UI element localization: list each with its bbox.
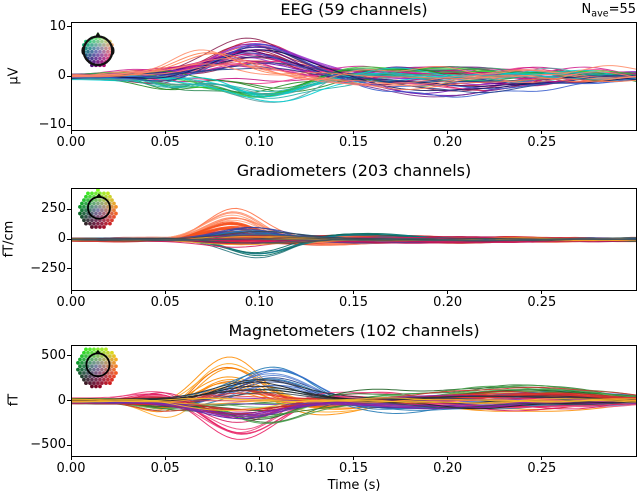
y-tick-label: −10	[38, 117, 66, 133]
x-tick-label: 0.05	[150, 461, 180, 476]
trace-group	[72, 231, 636, 244]
sensor-colormap-head-icon	[76, 347, 118, 389]
x-tick-mark	[353, 456, 354, 460]
y-tick-mark	[67, 124, 71, 126]
x-tick-mark	[70, 130, 72, 134]
x-tick-mark	[447, 456, 449, 460]
x-tick-mark	[541, 290, 543, 294]
panel-eeg-plot	[71, 22, 637, 131]
x-tick-mark	[353, 130, 354, 134]
y-tick-label: 10	[49, 18, 66, 34]
mag-ylabel: fT	[6, 393, 22, 407]
grad-ylabel: fT/cm	[1, 220, 17, 258]
x-tick-label: 0.25	[527, 135, 557, 150]
evoked-trace	[72, 52, 636, 83]
y-tick-mark	[67, 400, 71, 401]
evoked-trace	[72, 53, 636, 91]
eeg-canvas	[72, 31, 636, 103]
panel-eeg-title: EEG (59 channels)	[280, 0, 428, 19]
evoked-trace	[72, 400, 636, 417]
panel-grad-title: Gradiometers (203 channels)	[236, 161, 472, 180]
x-tick-mark	[447, 130, 449, 134]
x-tick-label: 0.15	[339, 461, 368, 476]
x-tick-mark	[258, 290, 260, 294]
y-tick-mark	[67, 238, 71, 240]
y-tick-label: 0	[57, 68, 66, 83]
sensor-colormap-head-icon	[81, 31, 115, 68]
x-tick-label: 0.10	[244, 295, 274, 310]
x-tick-label: 0.20	[433, 461, 463, 476]
x-tick-label: 0.10	[244, 135, 274, 150]
trace-group	[72, 397, 636, 412]
x-tick-label: 0.25	[527, 295, 557, 310]
y-tick-mark	[67, 444, 71, 446]
sensor-colormap-head-icon	[78, 189, 118, 229]
evoked-trace	[72, 379, 636, 402]
evoked-trace	[72, 63, 636, 87]
eeg-ylabel: μV	[6, 67, 22, 85]
nave-text: Nave=55	[581, 2, 636, 20]
x-tick-label: 0.25	[527, 461, 557, 476]
x-tick-label: 0.00	[56, 461, 86, 476]
x-tick-mark	[258, 130, 260, 134]
y-tick-mark	[67, 75, 71, 77]
y-tick-mark	[67, 26, 71, 28]
x-tick-mark	[164, 130, 166, 134]
grad-canvas	[72, 189, 636, 259]
y-tick-label: −250	[30, 260, 66, 276]
x-tick-mark	[353, 290, 354, 294]
x-tick-mark	[70, 456, 72, 460]
y-tick-label: 500	[41, 347, 66, 363]
y-tick-label: −500	[30, 437, 66, 453]
y-tick-mark	[67, 355, 71, 357]
x-tick-label: 0.15	[339, 295, 368, 310]
x-tick-mark	[164, 290, 166, 294]
x-tick-label: 0.10	[244, 461, 274, 476]
x-tick-label: 0.20	[433, 295, 463, 310]
y-tick-mark	[67, 268, 71, 270]
x-tick-mark	[541, 130, 543, 134]
x-tick-mark	[447, 290, 449, 294]
x-tick-mark	[164, 456, 166, 460]
y-tick-label: 0	[57, 392, 66, 408]
x-tick-mark	[541, 456, 543, 460]
x-axis-label: Time (s)	[327, 478, 381, 493]
evoked-trace	[72, 67, 636, 94]
y-tick-mark	[67, 208, 71, 210]
x-tick-label: 0.00	[56, 295, 86, 310]
x-tick-label: 0.20	[433, 135, 463, 150]
x-tick-label: 0.00	[56, 135, 86, 150]
mag-canvas	[72, 347, 636, 440]
evoked-trace	[72, 397, 636, 412]
evoked-trace	[72, 64, 636, 87]
x-tick-label: 0.05	[150, 295, 180, 310]
y-tick-label: 250	[41, 201, 66, 217]
panel-grad-plot	[71, 188, 637, 291]
x-tick-mark	[258, 456, 260, 460]
evoked-trace	[72, 397, 636, 404]
x-tick-label: 0.15	[339, 135, 368, 150]
x-tick-mark	[70, 290, 72, 294]
trace-group	[72, 49, 636, 91]
y-tick-label: 0	[57, 231, 66, 246]
evoked-trace	[72, 49, 636, 81]
x-tick-label: 0.05	[150, 135, 180, 150]
panel-mag-title: Magnetometers (102 channels)	[228, 321, 480, 340]
panel-mag-plot	[71, 345, 637, 457]
evoked-trace	[72, 238, 636, 242]
